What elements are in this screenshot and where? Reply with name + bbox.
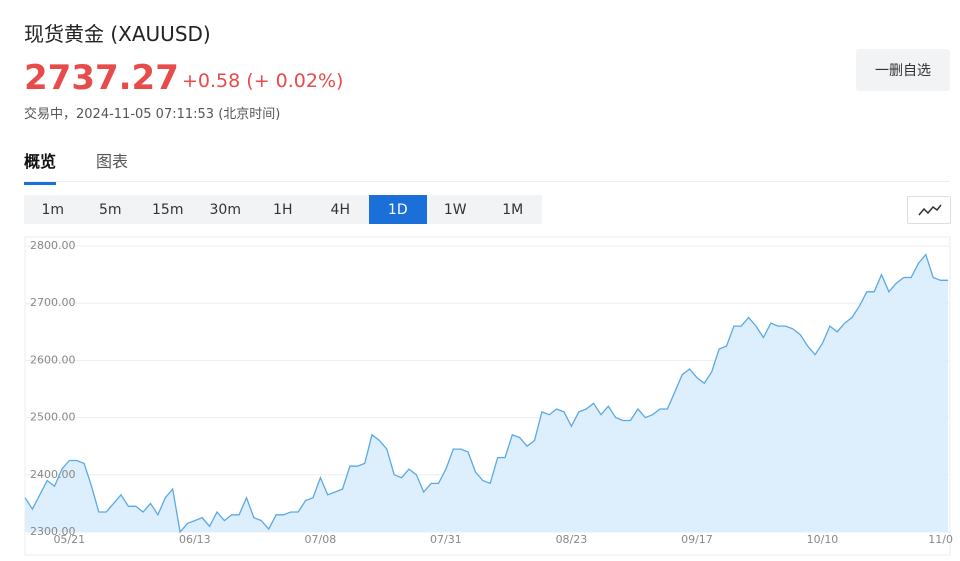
icon (918, 204, 942, 216)
period-button[interactable]: 4H (330, 201, 350, 218)
divider (24, 181, 950, 182)
y-tick-label: 2500.00 (30, 411, 76, 424)
line (24, 253, 948, 534)
period-button[interactable]: 1H (273, 201, 293, 218)
status: 交易中，2024-11-05 07:11:53 (北京时间) (24, 107, 281, 122)
change-value: +0.58 (182, 70, 241, 92)
y-tick-label: 2800.00 (30, 239, 76, 252)
change-pct: (+ 0.02%) (246, 70, 344, 92)
period-button[interactable]: 5m (98, 201, 122, 218)
chart: 2300.00 2400.00 2500.00 2600.00 2700.00 2800.… (24, 236, 953, 556)
tab[interactable]: 概览 (24, 148, 57, 185)
period-button[interactable]: 1m (41, 201, 65, 218)
y-tick-label: 2300.00 (30, 525, 76, 538)
period-button[interactable]: 1M (502, 201, 524, 218)
x-tick-label: 08/23 (556, 533, 588, 546)
period-button[interactable]: 1D (369, 195, 427, 224)
x-tick-label: 07/08 (305, 533, 337, 546)
period-button[interactable]: 30m (209, 201, 241, 218)
period-selector: 1m 5m 15m 30m 1H 4H 1D 1W 1M (24, 195, 542, 224)
y-tick-label: 2400.00 (30, 468, 76, 481)
period-button[interactable]: 1W (443, 201, 467, 218)
change: +0.58 (+ 0.02%) (182, 70, 343, 92)
x-tick-label: 05/21 (53, 533, 85, 546)
y-tick-label: 2600.00 (30, 353, 76, 366)
chart-type-button[interactable] (907, 196, 951, 224)
tab[interactable]: 图表 (96, 152, 129, 171)
price: 2737.27 (24, 58, 179, 98)
x-tick-label: 11/0 (928, 533, 953, 546)
tabs: 概览 图表 (24, 148, 128, 185)
plot-frame (24, 236, 951, 556)
area-fill (25, 254, 948, 532)
period-button[interactable]: 15m (152, 201, 184, 218)
y-tick-label: 2700.00 (30, 296, 76, 309)
remove-watchlist-button[interactable]: 一删自选 (856, 49, 950, 91)
x-tick-label: 06/13 (179, 533, 211, 546)
x-tick-label: 07/31 (430, 533, 462, 546)
x-tick-label: 09/17 (681, 533, 713, 546)
title: 现货黄金 (XAUUSD) (24, 22, 211, 46)
icon-line (918, 204, 942, 216)
x-tick-label: 10/10 (807, 533, 839, 546)
